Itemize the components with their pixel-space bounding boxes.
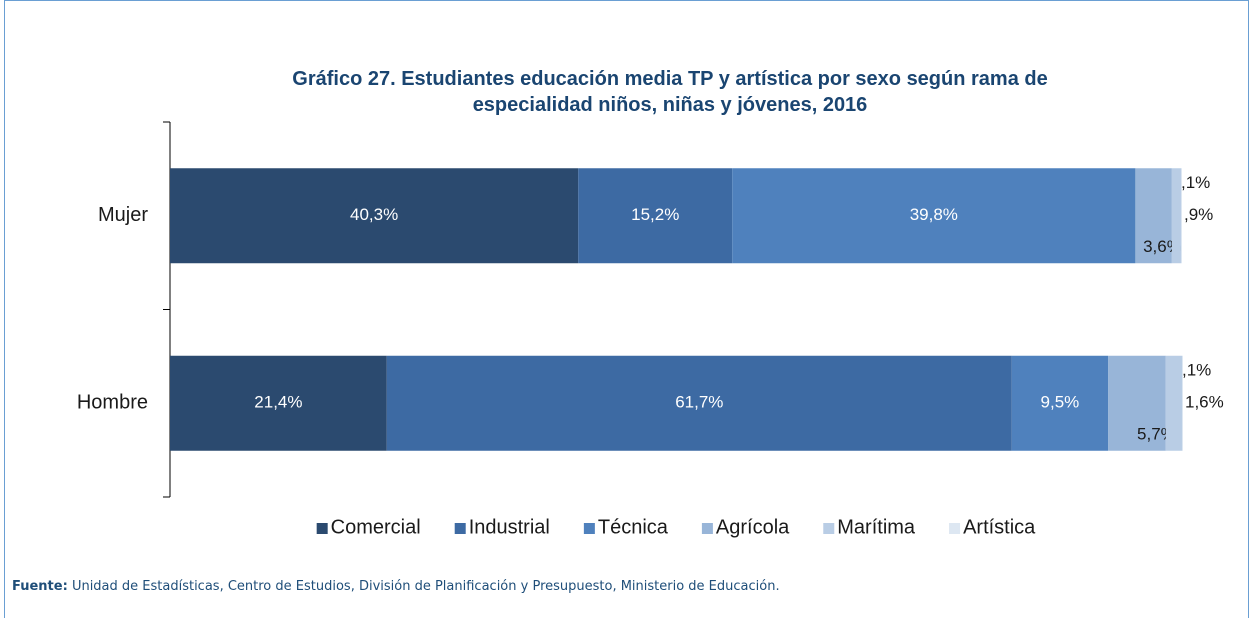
legend-swatch: [823, 523, 835, 534]
frame: [4, 0, 1249, 618]
bar-segment: [1135, 168, 1172, 264]
value-label: ,1%: [1182, 361, 1211, 380]
bar-segment: [1171, 168, 1181, 264]
bar-segment: [732, 168, 1136, 264]
legend-label: Comercial: [331, 516, 421, 538]
bar-segment: [386, 355, 1012, 451]
legend-label: Técnica: [598, 516, 669, 538]
value-label: 40,3%: [350, 205, 398, 224]
value-label: ,9%: [1184, 205, 1213, 224]
legend-label: Industrial: [469, 516, 550, 538]
value-label: 15,2%: [631, 205, 679, 224]
legend-swatch: [701, 523, 713, 534]
value-label: 39,8%: [910, 205, 958, 224]
bar-segment: [170, 168, 579, 264]
value-label: 1,6%: [1185, 393, 1224, 412]
legend-swatch: [454, 523, 466, 534]
legend-swatch: [583, 523, 595, 534]
value-label: ,1%: [1181, 173, 1210, 192]
value-label: 61,7%: [675, 393, 723, 412]
value-label: 21,4%: [254, 393, 302, 412]
legend-label: Agrícola: [716, 516, 790, 538]
bar-segment: [1181, 355, 1183, 451]
bar-segment: [1108, 355, 1166, 451]
chart-title: Gráfico 27. Estudiantes educación media …: [292, 68, 1048, 116]
category-label: Mujer: [98, 204, 148, 226]
source-label: Fuente:: [12, 579, 68, 594]
bar-segment: [1180, 168, 1182, 264]
source-text: Unidad de Estadísticas, Centro de Estudi…: [71, 579, 780, 594]
source: Fuente: Unidad de Estadísticas, Centro d…: [12, 579, 780, 594]
legend-swatch: [949, 523, 961, 534]
bar-segment: [1165, 355, 1182, 451]
value-label: 9,5%: [1041, 393, 1080, 412]
legend-label: Artística: [963, 516, 1036, 538]
bar-segment: [1011, 355, 1109, 451]
bar-segment: [578, 168, 733, 264]
bar-segment: [170, 355, 387, 451]
legend-swatch: [316, 523, 328, 534]
legend-label: Marítima: [837, 516, 916, 538]
category-label: Hombre: [77, 392, 148, 414]
